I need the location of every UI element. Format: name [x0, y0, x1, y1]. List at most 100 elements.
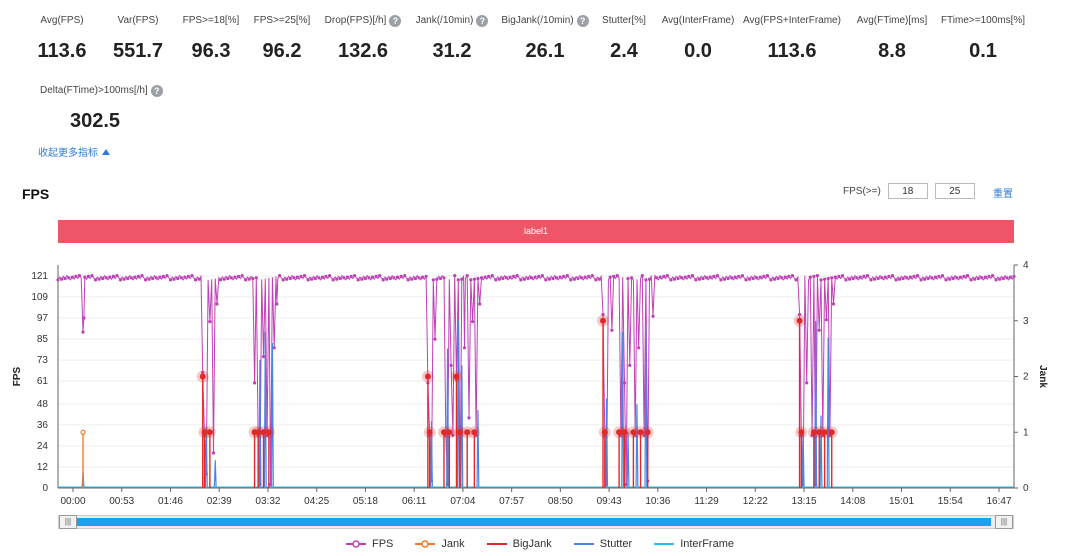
fps-point	[762, 274, 766, 278]
fps-point	[460, 277, 464, 281]
fps-point	[363, 276, 367, 281]
metric-card: Stutter[%] 2.4	[569, 10, 679, 63]
x-tick-label: 00:53	[109, 496, 134, 507]
fps-point	[740, 274, 745, 278]
fps-point	[628, 363, 632, 367]
bigjank-point	[440, 429, 447, 436]
fps-point	[733, 275, 737, 279]
slider-right-handle[interactable]: |||	[995, 515, 1013, 529]
time-range-slider[interactable]: ||| |||	[58, 515, 1014, 529]
help-icon[interactable]: ?	[476, 14, 489, 27]
metric-value: 31.2	[432, 40, 472, 62]
metric-label: Avg(FPS)	[40, 15, 84, 26]
x-tick-label: 07:04	[450, 496, 475, 507]
fps-point	[476, 276, 480, 281]
label-bar[interactable]: label1	[58, 220, 1014, 243]
fps-point	[747, 277, 752, 281]
fps-point	[912, 274, 916, 278]
help-icon[interactable]: ?	[576, 14, 589, 27]
x-tick-label: 13:15	[792, 496, 817, 507]
fps-point	[915, 274, 920, 278]
fps-point	[572, 277, 577, 281]
help-icon[interactable]: ?	[389, 14, 402, 27]
fps-point	[687, 274, 691, 278]
bigjank-point	[446, 429, 453, 436]
fps-point	[529, 276, 534, 280]
fps-point	[63, 276, 67, 281]
fps-point	[680, 276, 684, 280]
y-right-tick-label: 0	[1023, 483, 1029, 494]
fps-point	[712, 274, 716, 278]
legend-item[interactable]: InterFrame	[654, 538, 734, 550]
metric-value: 0.0	[684, 40, 712, 62]
fps-point	[515, 274, 519, 278]
fps-point	[976, 276, 980, 281]
y-left-tick-label: 0	[42, 483, 48, 494]
legend-item[interactable]: BigJank	[486, 538, 552, 550]
fps-point	[90, 274, 94, 278]
fps-point	[765, 274, 770, 278]
stutter-spike	[258, 359, 262, 489]
fps-point	[833, 275, 837, 279]
fps-filter-label: FPS(>=)	[843, 185, 881, 197]
fps-threshold-1-input[interactable]	[887, 183, 928, 199]
fps-point	[722, 277, 727, 281]
metric-label: FTime>=100ms[%]	[940, 15, 1026, 26]
fps-point	[540, 274, 544, 278]
fps-point	[880, 276, 884, 280]
fps-point	[410, 277, 414, 281]
fps-point	[161, 274, 165, 278]
fps-point	[467, 416, 471, 420]
y-right-tick-label: 3	[1023, 316, 1029, 327]
fps-point	[324, 274, 328, 278]
fps-threshold-2-input[interactable]	[934, 183, 975, 199]
fps-point	[208, 320, 212, 324]
legend-item[interactable]: Jank	[415, 538, 465, 550]
help-icon[interactable]: ?	[150, 84, 163, 97]
fps-point	[837, 274, 841, 278]
x-tick-label: 00:00	[60, 496, 85, 507]
fps-point	[1001, 276, 1005, 281]
fps-point	[683, 275, 687, 279]
fps-point	[176, 276, 180, 281]
jank-point	[80, 429, 86, 435]
fps-point	[133, 275, 137, 279]
fps-point	[965, 274, 970, 278]
collapse-metrics-link[interactable]: 收起更多指标	[38, 144, 110, 159]
bigjank-point	[265, 429, 272, 436]
fps-point	[101, 276, 105, 281]
fps-point	[844, 278, 848, 282]
fps-point	[272, 346, 276, 350]
stutter-spike	[626, 432, 630, 489]
fps-point	[82, 316, 86, 320]
bigjank-point	[199, 373, 206, 380]
fps-point	[111, 274, 115, 278]
legend-item[interactable]: FPS	[346, 538, 393, 550]
slider-left-handle[interactable]: |||	[59, 515, 77, 529]
fps-point	[862, 274, 866, 278]
fps-point	[876, 276, 880, 281]
fps-point	[313, 276, 317, 281]
y-left-tick-label: 73	[37, 355, 49, 366]
bigjank-point	[630, 429, 637, 436]
fps-point	[490, 274, 494, 278]
fps-point	[569, 278, 573, 282]
fps-point	[894, 278, 898, 282]
fps-point	[385, 277, 389, 281]
fps-point	[465, 274, 469, 278]
fps-point	[547, 277, 552, 281]
stutter-spike	[270, 343, 274, 489]
metric-card: Var(FPS) 551.7	[83, 10, 193, 63]
fps-point	[295, 275, 299, 279]
reset-button[interactable]: 重置	[993, 189, 1013, 200]
legend-item[interactable]: Stutter	[573, 538, 632, 550]
fps-point	[590, 274, 594, 278]
fps-point	[887, 274, 891, 278]
fps-point	[136, 274, 140, 278]
metric-value: 26.1	[525, 40, 565, 62]
bigjank-point	[798, 429, 805, 436]
fps-point	[67, 276, 71, 280]
fps-point	[697, 277, 702, 281]
fps-point	[417, 276, 421, 280]
slider-range[interactable]	[77, 518, 991, 526]
